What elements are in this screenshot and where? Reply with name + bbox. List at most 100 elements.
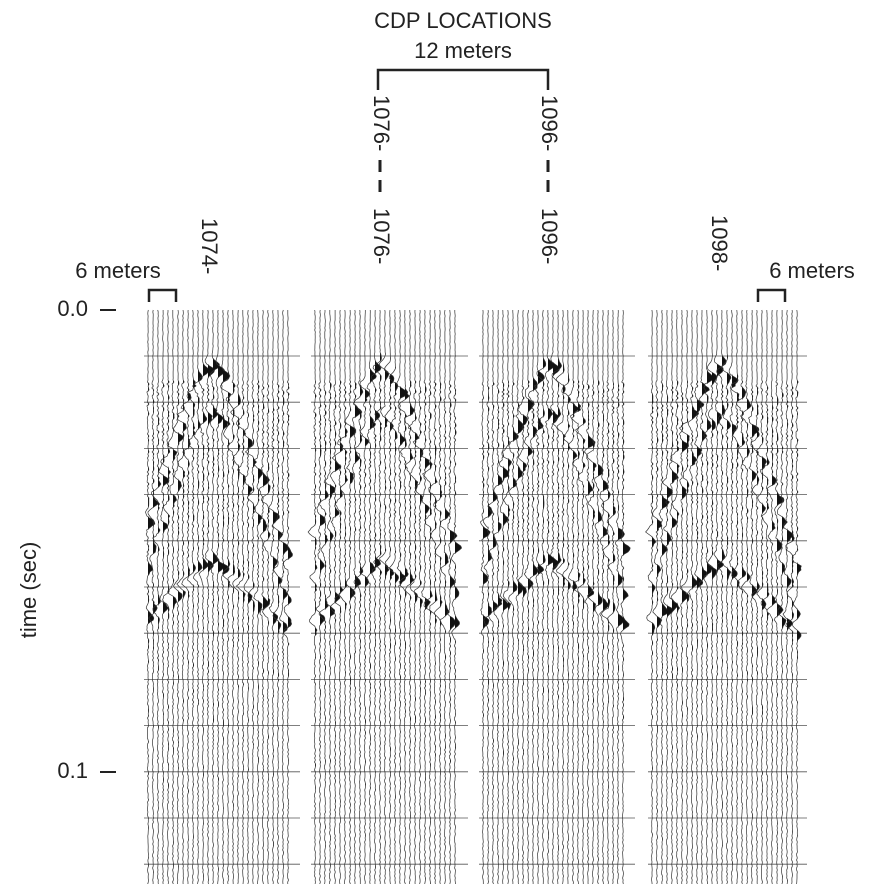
trace [318, 310, 329, 884]
trace-fill [573, 310, 579, 884]
trace-fill [697, 310, 704, 884]
trace-fill [420, 310, 423, 884]
cdp-label: 1098- [707, 215, 732, 271]
scale-label: 12 meters [414, 38, 512, 63]
trace [158, 310, 170, 884]
trace [493, 310, 503, 884]
trace-fill [742, 310, 746, 884]
trace [669, 309, 681, 884]
trace [344, 309, 357, 884]
trace [533, 310, 545, 884]
trace [483, 309, 494, 884]
trace [180, 309, 192, 884]
trace [713, 309, 724, 884]
trace [652, 309, 663, 884]
trace [397, 310, 410, 884]
trace-fill [707, 310, 714, 884]
trace-fill [508, 310, 512, 884]
trace-fill [493, 310, 498, 884]
trace [716, 309, 727, 884]
trace [366, 309, 377, 884]
trace-fill [158, 310, 161, 884]
trace [729, 309, 740, 884]
cdp-label: 1096- [537, 95, 562, 151]
trace-fill [288, 310, 293, 884]
trace [785, 309, 795, 884]
trace [329, 310, 342, 884]
trace [728, 310, 739, 884]
trace [278, 309, 289, 884]
trace-fill [563, 310, 566, 884]
trace [260, 309, 271, 884]
trace [782, 309, 794, 884]
trace [198, 309, 210, 884]
trace [447, 309, 458, 884]
trace [499, 309, 510, 884]
trace-fill [657, 310, 662, 884]
trace [750, 309, 760, 884]
trace [561, 309, 571, 884]
trace [658, 309, 670, 884]
trace-fill [203, 310, 209, 884]
trace [678, 309, 690, 884]
trace [220, 309, 231, 884]
trace [244, 309, 257, 884]
trace [235, 310, 247, 884]
trace-fill [543, 310, 546, 884]
trace [706, 309, 718, 884]
trace-fill [213, 310, 220, 884]
trace [600, 309, 611, 884]
trace [487, 309, 499, 884]
trace [687, 309, 699, 884]
trace [352, 309, 364, 884]
trace [584, 309, 596, 884]
trace [739, 309, 752, 884]
connector-dashes [378, 160, 550, 192]
trace-fill [223, 310, 230, 884]
trace [791, 309, 802, 884]
trace-fill [608, 310, 611, 884]
trace [428, 309, 438, 884]
trace [721, 309, 732, 884]
trace [243, 309, 253, 884]
trace [662, 310, 673, 884]
trace [703, 310, 714, 884]
trace [331, 309, 344, 884]
trace-fill [578, 310, 581, 884]
trace [420, 309, 431, 884]
trace [620, 309, 631, 884]
trace-fill [208, 310, 215, 884]
trace [378, 309, 390, 884]
scale-bracket [756, 288, 787, 302]
trace [176, 309, 187, 884]
trace-fill [248, 310, 253, 884]
trace-fill [178, 310, 184, 884]
trace [759, 309, 770, 884]
trace-fill [148, 310, 155, 884]
trace-fill [330, 310, 336, 884]
trace [773, 309, 785, 884]
trace [404, 310, 416, 884]
trace [501, 309, 513, 884]
cdp-label: 1074- [197, 218, 222, 274]
trace [215, 309, 226, 884]
trace [225, 310, 236, 884]
trace [550, 309, 561, 884]
trace [555, 309, 567, 884]
trace [567, 309, 580, 884]
trace-fill [687, 310, 690, 884]
trace [204, 309, 215, 884]
trace [307, 309, 318, 884]
trace [272, 309, 284, 884]
trace [450, 310, 463, 884]
trace [615, 309, 625, 884]
trace-fill [792, 310, 795, 884]
trace [698, 310, 710, 884]
trace [337, 309, 349, 884]
trace-fill [440, 310, 443, 884]
trace [258, 309, 270, 884]
trace [575, 309, 586, 884]
trace [372, 309, 383, 884]
trace-fill [558, 310, 562, 884]
